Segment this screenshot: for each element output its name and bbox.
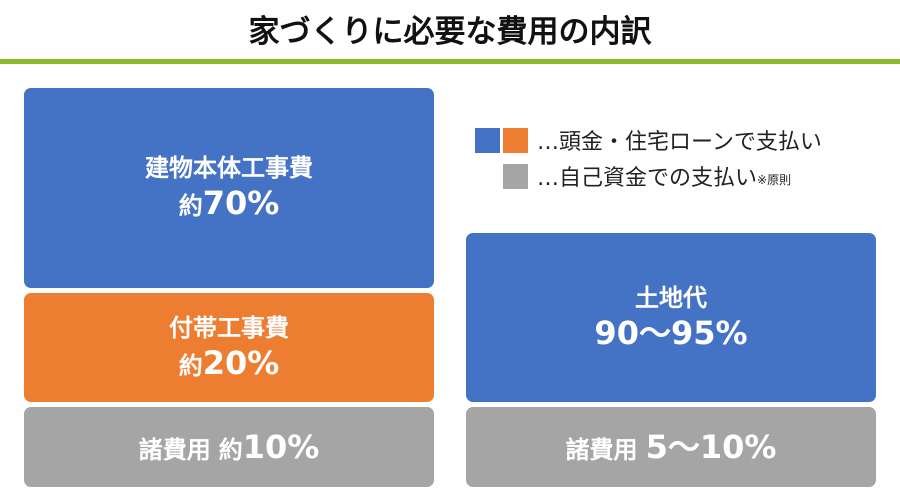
block-content: 諸費用 約10% (139, 427, 320, 467)
block-label: 土地代 (635, 283, 707, 312)
legend-swatch-spacer (475, 164, 500, 189)
legend: …頭金・住宅ローンで支払い …自己資金での支払い ※原則 (475, 122, 822, 194)
block-label: 諸費用 (565, 436, 638, 464)
value-number: 10% (242, 428, 320, 466)
legend-text: …自己資金での支払い (537, 166, 758, 191)
block-label: 諸費用 (138, 436, 211, 464)
value-prefix: 約 (178, 351, 203, 380)
land-cost-block: 土地代 90～95% (466, 233, 876, 402)
block-value: 約70% (179, 183, 280, 223)
title-divider (0, 59, 900, 64)
value-prefix: 約 (178, 192, 203, 220)
value-number: 90～95% (594, 313, 748, 352)
legend-text: …頭金・住宅ローンで支払い (537, 130, 822, 155)
value-prefix: 約 (218, 436, 243, 464)
block-content: 諸費用 5～10% (566, 427, 777, 467)
legend-item-loan: …頭金・住宅ローンで支払い (475, 122, 822, 158)
block-value: 約10% (219, 427, 320, 467)
legend-swatch-orange (503, 127, 528, 153)
page-title: 家づくりに必要な費用の内訳 (248, 14, 652, 50)
value-number: 70% (202, 184, 280, 222)
misc-expenses-block-left: 諸費用 約10% (24, 407, 434, 487)
block-value: 90～95% (594, 313, 747, 353)
ancillary-work-cost-block: 付帯工事費 約20% (24, 293, 434, 402)
legend-item-own-funds: …自己資金での支払い ※原則 (475, 158, 822, 194)
building-construction-cost-block: 建物本体工事費 約70% (24, 88, 434, 288)
legend-swatch-gray (503, 163, 528, 189)
legend-swatch-blue (475, 127, 500, 153)
value-number: 5～10% (645, 428, 777, 466)
block-label: 付帯工事費 (169, 313, 289, 342)
legend-note: ※原則 (757, 173, 792, 187)
misc-expenses-block-right: 諸費用 5～10% (466, 407, 876, 487)
value-number: 20% (202, 343, 280, 382)
block-value: 約20% (179, 343, 280, 383)
block-label: 建物本体工事費 (145, 154, 313, 182)
